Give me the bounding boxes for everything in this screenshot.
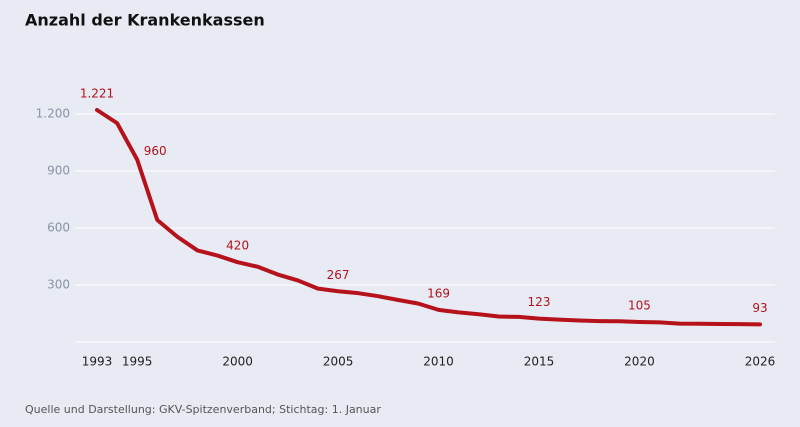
data-label: 123 [528, 295, 551, 309]
x-tick-label: 2005 [323, 355, 354, 369]
y-tick-label: 900 [47, 164, 70, 178]
data-label: 420 [226, 239, 249, 253]
source-note: Quelle und Darstellung: GKV-Spitzenverba… [25, 403, 381, 416]
y-tick-label: 300 [47, 278, 70, 292]
data-label: 169 [427, 286, 450, 300]
x-tick-label: 2026 [745, 355, 776, 369]
data-label: 93 [752, 301, 767, 315]
data-line [95, 108, 762, 327]
y-tick-label: 600 [47, 221, 70, 235]
x-tick-label: 2020 [624, 355, 655, 369]
x-tick-label: 2015 [524, 355, 555, 369]
data-label: 1.221 [80, 87, 114, 101]
x-tick-label: 2010 [423, 355, 454, 369]
data-label: 105 [628, 299, 651, 313]
data-label: 960 [144, 144, 167, 158]
x-tick-label: 2000 [222, 355, 253, 369]
y-tick-label: 1.200 [36, 107, 70, 121]
chart-title: Anzahl der Krankenkassen [25, 11, 265, 30]
data-label: 267 [327, 268, 350, 282]
x-tick-label: 1995 [122, 355, 153, 369]
x-tick-label: 1993 [82, 355, 113, 369]
